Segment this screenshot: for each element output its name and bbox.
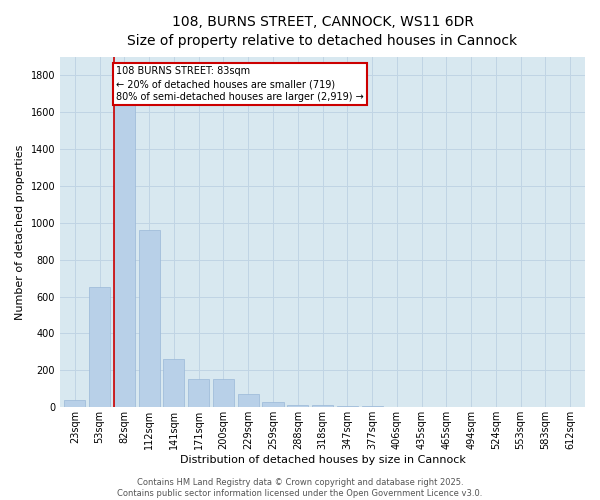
Bar xyxy=(64,400,85,407)
Bar xyxy=(114,96,135,407)
Bar xyxy=(262,402,284,407)
Bar xyxy=(312,406,333,407)
Bar xyxy=(337,406,358,408)
X-axis label: Distribution of detached houses by size in Cannock: Distribution of detached houses by size … xyxy=(179,455,466,465)
Bar xyxy=(89,288,110,408)
Bar xyxy=(238,394,259,407)
Bar xyxy=(213,378,234,408)
Text: 108 BURNS STREET: 83sqm
← 20% of detached houses are smaller (719)
80% of semi-d: 108 BURNS STREET: 83sqm ← 20% of detache… xyxy=(116,66,364,102)
Bar xyxy=(163,360,184,408)
Bar xyxy=(287,404,308,407)
Bar xyxy=(362,406,383,408)
Bar xyxy=(188,378,209,408)
Y-axis label: Number of detached properties: Number of detached properties xyxy=(15,144,25,320)
Title: 108, BURNS STREET, CANNOCK, WS11 6DR
Size of property relative to detached house: 108, BURNS STREET, CANNOCK, WS11 6DR Siz… xyxy=(127,15,518,48)
Text: Contains HM Land Registry data © Crown copyright and database right 2025.
Contai: Contains HM Land Registry data © Crown c… xyxy=(118,478,482,498)
Bar xyxy=(139,230,160,408)
